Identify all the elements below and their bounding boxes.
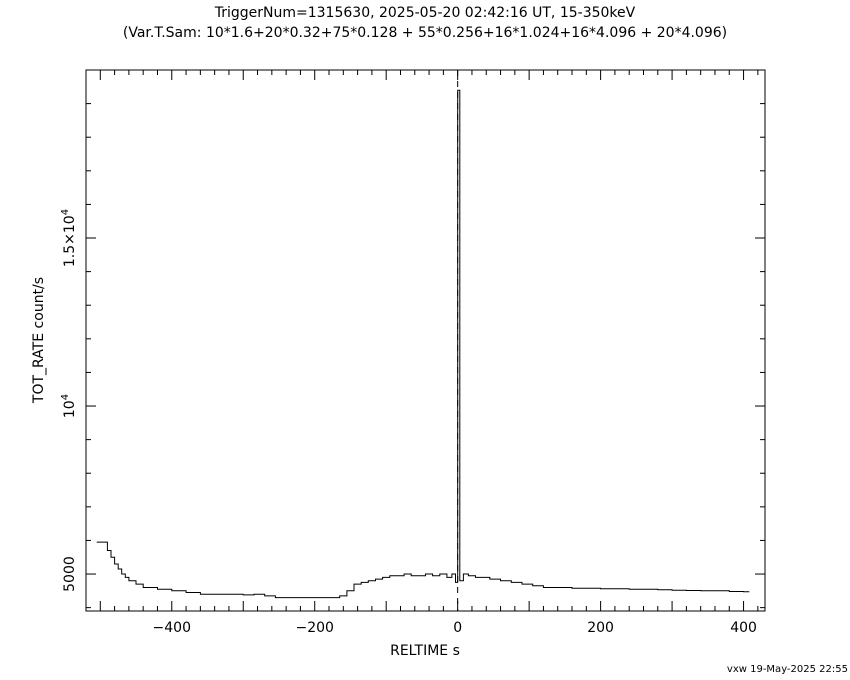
x-tick-label: 200 [587, 620, 614, 636]
x-axis-label: RELTIME s [390, 643, 460, 659]
y-tick-label: 1.5×104 [60, 209, 78, 267]
plot-frame [85, 69, 766, 612]
y-tick-labels: 5000 104 1.5×104 [60, 209, 78, 592]
x-tick-label: 400 [730, 620, 757, 636]
x-tick-label: −200 [295, 620, 333, 636]
x-tick-label: 0 [453, 620, 462, 636]
x-tick-label: −400 [153, 620, 191, 636]
x-tick-labels: −400 −200 0 200 400 [153, 620, 757, 636]
footer-stamp: vxw 19-May-2025 22:55 [727, 664, 848, 675]
y-axis-label: TOT_RATE count/s [31, 277, 47, 404]
y-tick-label: 104 [60, 394, 78, 418]
chart-title-line1: TriggerNum=1315630, 2025-05-20 02:42:16 … [214, 5, 636, 21]
rate-curve [96, 89, 750, 599]
chart-title-line2: (Var.T.Sam: 10*1.6+20*0.32+75*0.128 + 55… [123, 25, 727, 41]
axis-ticks [86, 70, 765, 611]
y-tick-label: 5000 [62, 556, 78, 592]
